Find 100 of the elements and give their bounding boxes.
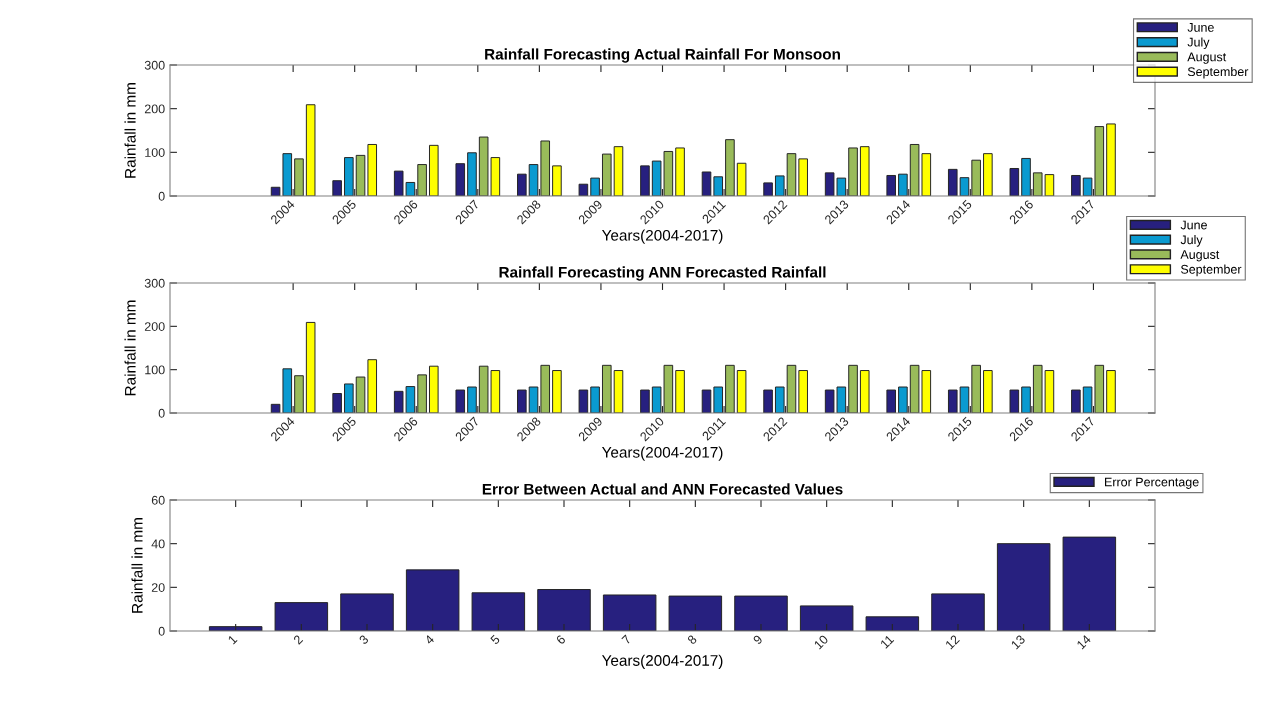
bar xyxy=(848,364,858,413)
bar xyxy=(294,375,304,413)
bar xyxy=(1021,157,1031,196)
bar xyxy=(886,389,896,413)
y-axis-title: Rainfall in mm xyxy=(131,518,143,613)
bar xyxy=(798,158,808,196)
bar xyxy=(613,146,624,196)
bar xyxy=(1009,389,1020,413)
bar xyxy=(931,593,985,631)
bar xyxy=(701,389,712,413)
y-tick-label: 0 xyxy=(158,408,165,418)
bar xyxy=(467,152,477,196)
bar xyxy=(405,569,460,631)
bar xyxy=(578,183,589,196)
bar xyxy=(540,364,551,413)
bar xyxy=(763,389,773,413)
bar xyxy=(602,594,657,631)
bar xyxy=(898,386,908,413)
y-tick-label: 0 xyxy=(158,191,165,201)
bar xyxy=(367,143,378,196)
x-tick-label: 10 xyxy=(813,634,829,650)
bar xyxy=(947,168,958,196)
bar xyxy=(417,374,427,413)
bar xyxy=(552,165,562,196)
bar xyxy=(1071,389,1081,413)
y-tick-label: 0 xyxy=(158,626,165,636)
bar xyxy=(517,173,527,196)
legend-label: September xyxy=(1187,66,1249,79)
y-tick-label: 300 xyxy=(144,278,165,288)
bar xyxy=(799,605,854,631)
bar xyxy=(294,158,304,196)
bar xyxy=(467,386,477,413)
bar xyxy=(983,153,993,196)
bar xyxy=(668,595,723,631)
bar xyxy=(540,140,551,196)
bar xyxy=(455,163,466,196)
bar xyxy=(886,174,896,196)
legend-label: June xyxy=(1187,23,1214,32)
bar xyxy=(971,159,981,196)
bar xyxy=(786,364,797,413)
bar xyxy=(898,173,908,196)
bar xyxy=(344,383,354,413)
bar xyxy=(713,176,724,196)
y-tick-label: 200 xyxy=(144,322,165,331)
x-tick-label: 12 xyxy=(944,634,960,650)
bar xyxy=(798,370,808,413)
bar xyxy=(959,177,970,196)
bar xyxy=(725,364,735,413)
bar xyxy=(859,146,870,196)
bar xyxy=(429,144,439,196)
legend-label: September xyxy=(1180,264,1242,277)
legend-label: July xyxy=(1187,37,1210,50)
bar xyxy=(959,386,970,413)
x-axis-title: Years(2004-2017) xyxy=(601,446,723,461)
bar xyxy=(640,165,650,196)
y-tick-label: 20 xyxy=(151,583,165,592)
bar xyxy=(578,389,589,413)
bar xyxy=(734,595,788,631)
bar xyxy=(640,389,650,413)
x-axis-title: Years(2004-2017) xyxy=(601,229,723,244)
bar xyxy=(332,393,342,413)
bar xyxy=(344,157,354,196)
bar xyxy=(1009,168,1020,196)
y-tick-label: 100 xyxy=(145,148,165,157)
x-tick-label: 11 xyxy=(880,634,895,649)
legend-label: August xyxy=(1187,52,1227,64)
bar xyxy=(1021,386,1031,413)
bar xyxy=(601,364,612,413)
x-axis-title: Years(2004-2017) xyxy=(601,654,723,669)
y-tick-label: 100 xyxy=(145,365,165,375)
bar xyxy=(947,389,958,413)
bar xyxy=(613,370,624,413)
bar xyxy=(675,147,685,196)
bar xyxy=(590,386,600,413)
bar xyxy=(1106,370,1116,413)
bar xyxy=(355,154,366,196)
bar xyxy=(601,153,612,196)
bar xyxy=(971,364,981,413)
bar xyxy=(367,359,378,413)
bar xyxy=(552,370,562,413)
bar xyxy=(1062,536,1117,631)
bar xyxy=(355,376,366,413)
bar xyxy=(305,321,316,413)
bar xyxy=(1106,123,1116,196)
x-tick-label: 8 xyxy=(686,634,698,645)
x-tick-label: 13 xyxy=(1010,634,1026,650)
bar xyxy=(517,389,527,413)
legend-label: August xyxy=(1180,250,1220,262)
bar xyxy=(786,153,797,196)
x-tick-label: 4 xyxy=(424,634,435,645)
x-tick-label: 6 xyxy=(555,634,566,645)
x-tick-label: 9 xyxy=(752,634,763,645)
bar xyxy=(713,386,724,413)
bar xyxy=(332,180,342,196)
y-tick-label: 200 xyxy=(144,104,165,114)
x-tick-label: 5 xyxy=(489,634,501,645)
bar xyxy=(774,175,785,196)
bar xyxy=(305,104,316,196)
bar xyxy=(417,164,427,196)
bar xyxy=(859,370,870,413)
